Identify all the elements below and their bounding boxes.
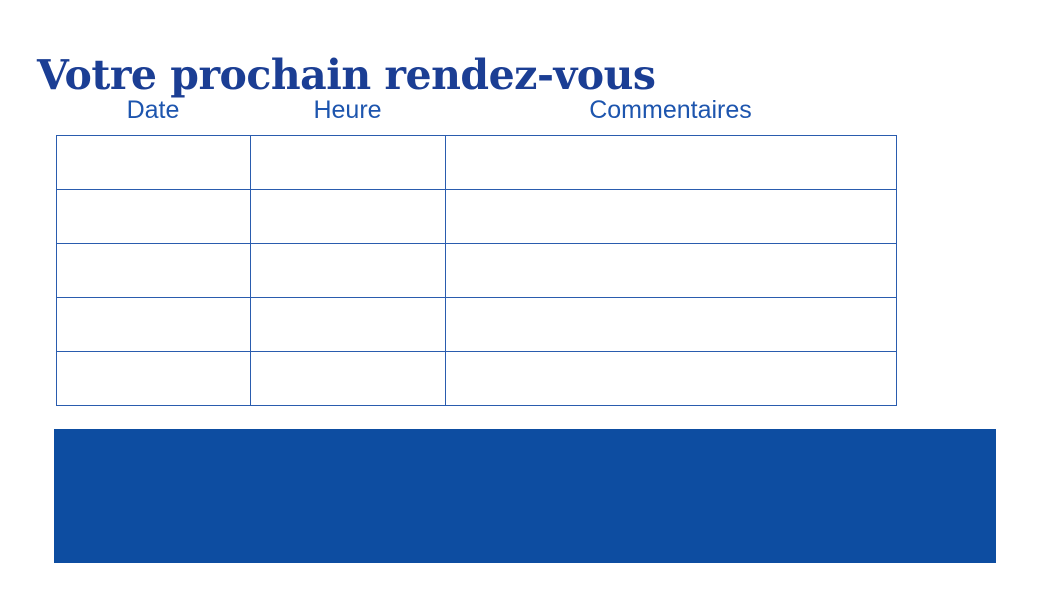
- table-cell-heure[interactable]: [250, 297, 446, 352]
- table-cell-heure[interactable]: [250, 351, 446, 406]
- table-cell-commentaires[interactable]: [445, 189, 897, 244]
- table-cell-date[interactable]: [56, 351, 251, 406]
- table-cell-heure[interactable]: [250, 135, 446, 190]
- appointments-table: [56, 135, 897, 406]
- table-cell-date[interactable]: [56, 243, 251, 298]
- table-cell-heure[interactable]: [250, 189, 446, 244]
- table-cell-commentaires[interactable]: [445, 351, 897, 406]
- table-cell-date[interactable]: [56, 189, 251, 244]
- column-header-heure: Heure: [313, 96, 382, 124]
- table-cell-commentaires[interactable]: [445, 243, 897, 298]
- table-row: [56, 135, 897, 190]
- column-header-commentaires: Commentaires: [589, 96, 752, 124]
- column-header-date: Date: [126, 96, 180, 124]
- table-row: [56, 243, 897, 298]
- appointments-table-body: [56, 135, 897, 406]
- footer-accent-block: [54, 429, 996, 563]
- table-cell-heure[interactable]: [250, 243, 446, 298]
- table-column-headers: Date Heure Commentaires: [56, 95, 896, 125]
- table-cell-commentaires[interactable]: [445, 297, 897, 352]
- table-cell-date[interactable]: [56, 135, 251, 190]
- page-title: Votre prochain rendez-vous: [37, 51, 656, 100]
- table-row: [56, 351, 897, 406]
- table-cell-commentaires[interactable]: [445, 135, 897, 190]
- table-row: [56, 297, 897, 352]
- table-row: [56, 189, 897, 244]
- table-cell-date[interactable]: [56, 297, 251, 352]
